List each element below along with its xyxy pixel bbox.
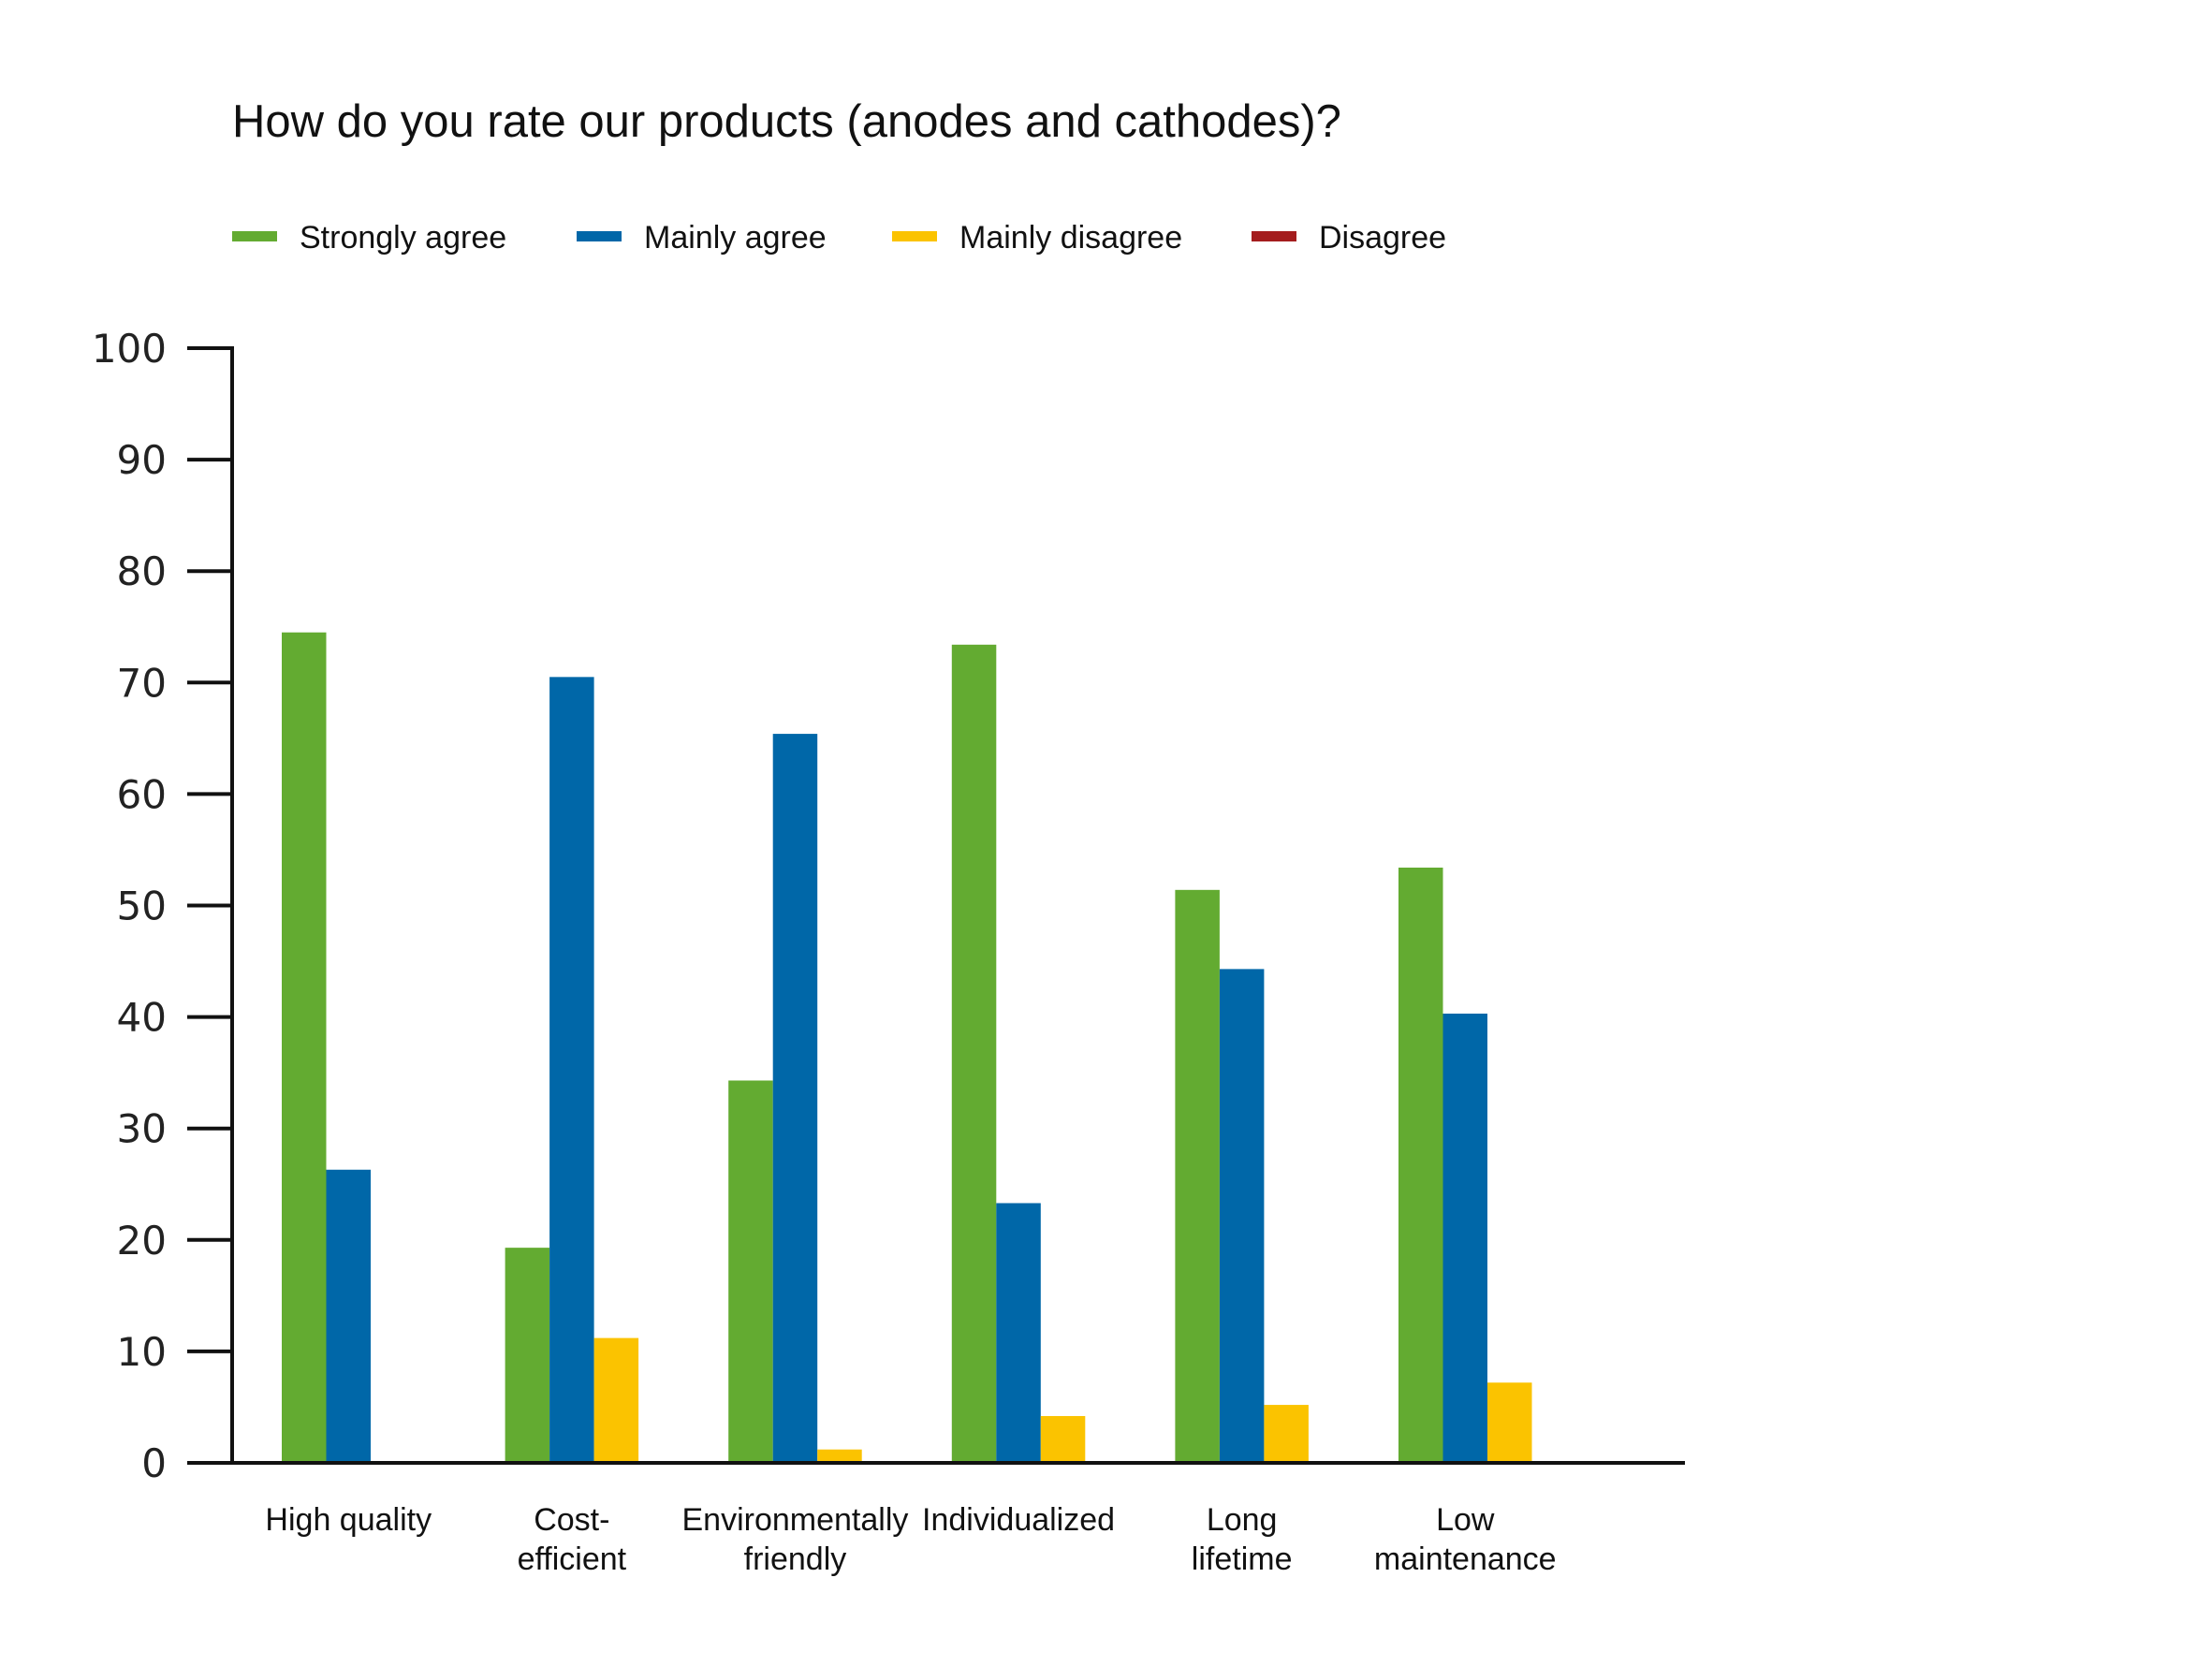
y-tick-label: 40: [117, 995, 167, 1041]
y-tick-label: 90: [117, 437, 167, 483]
legend-swatch-disagree: [1252, 231, 1296, 241]
x-tick-label: Cost-efficient: [518, 1502, 627, 1577]
bar-strongly-agree-low-maintenance: [1398, 868, 1443, 1463]
x-tick-label: Environmentally friendly: [682, 1502, 909, 1577]
y-tick-label: 10: [117, 1329, 167, 1375]
bar-mainly-agree-high-quality: [326, 1169, 371, 1463]
bars: [282, 632, 1532, 1463]
x-tick-label: Low maintenance: [1374, 1502, 1557, 1577]
bar-strongly-agree-long-lifetime: [1175, 889, 1220, 1463]
y-axis: 0 10 20 30 40 50 60 70 80 90 100: [92, 326, 234, 1486]
legend-swatch-mainly-disagree: [892, 231, 937, 241]
y-tick-label: 0: [141, 1440, 167, 1486]
chart-title: How do you rate our products (anodes and…: [232, 96, 1341, 147]
y-tick-label: 100: [92, 326, 167, 372]
bar-mainly-agree-individualized: [996, 1203, 1041, 1463]
y-tick-label: 60: [117, 771, 167, 817]
bar-mainly-agree-environmentally-friendly: [772, 734, 818, 1463]
legend-swatch-mainly-agree: [577, 231, 622, 241]
x-tick-label: Individualized: [922, 1502, 1115, 1538]
bar-mainly-disagree-cost-efficient: [593, 1337, 639, 1463]
bar-strongly-agree-high-quality: [282, 632, 327, 1463]
bar-strongly-agree-environmentally-friendly: [728, 1080, 773, 1463]
legend-label-strongly-agree: Strongly agree: [300, 220, 506, 256]
bar-strongly-agree-individualized: [951, 644, 997, 1463]
y-tick-label: 30: [117, 1106, 167, 1152]
bar-mainly-disagree-low-maintenance: [1487, 1382, 1532, 1463]
legend-label-mainly-disagree: Mainly disagree: [959, 220, 1182, 256]
bar-mainly-disagree-environmentally-friendly: [817, 1449, 862, 1463]
bar-strongly-agree-cost-efficient: [505, 1248, 550, 1463]
bar-mainly-disagree-long-lifetime: [1264, 1405, 1309, 1463]
x-axis: High quality Cost-efficient Environmentall…: [230, 1461, 1685, 1577]
legend-swatch-strongly-agree: [232, 231, 277, 241]
y-tick-label: 50: [117, 884, 167, 929]
x-tick-label: High quality: [265, 1502, 432, 1538]
legend-label-mainly-agree: Mainly agree: [644, 220, 827, 256]
y-tick-label: 20: [117, 1218, 167, 1264]
bar-mainly-agree-low-maintenance: [1442, 1014, 1487, 1463]
y-tick-label: 70: [117, 660, 167, 706]
y-tick-label: 80: [117, 548, 167, 594]
bar-mainly-disagree-individualized: [1040, 1415, 1086, 1463]
legend-label-disagree: Disagree: [1319, 220, 1446, 256]
legend: Strongly agree Mainly agree Mainly disagre…: [232, 220, 1446, 256]
x-tick-label: Long lifetime: [1192, 1502, 1293, 1577]
bar-mainly-agree-cost-efficient: [549, 677, 594, 1463]
bar-mainly-agree-long-lifetime: [1219, 969, 1265, 1463]
